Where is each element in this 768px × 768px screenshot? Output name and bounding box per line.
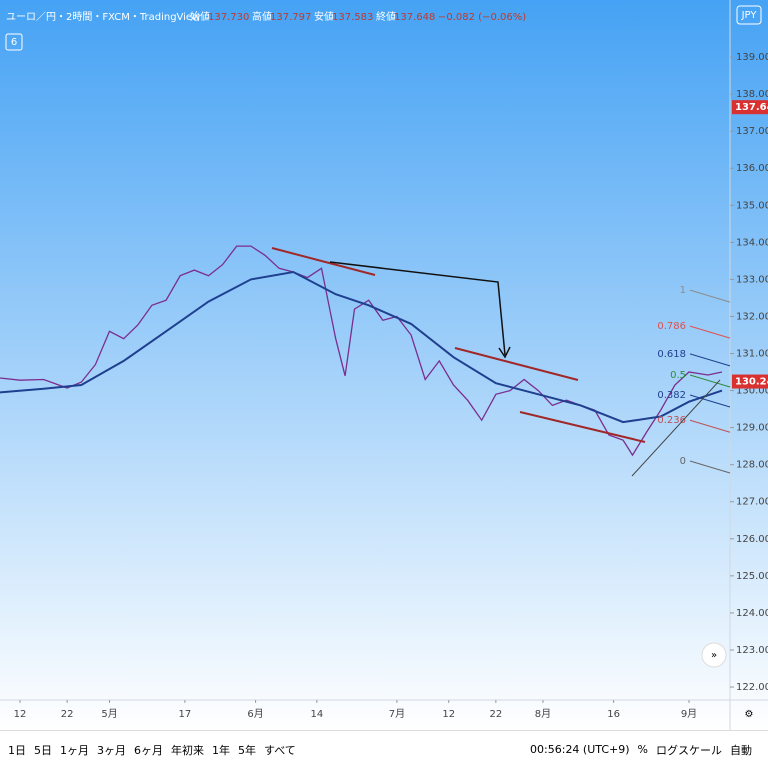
trend-line [519, 411, 646, 443]
y-tick-label: 122.000 [736, 682, 768, 693]
price-tag [732, 374, 768, 389]
y-tick-label: 130.000 [736, 386, 768, 397]
ohlc-label: 高値 [252, 10, 272, 23]
x-tick-label: 12 [442, 709, 455, 720]
fib-label: 0.382 [657, 390, 686, 401]
chart-background [0, 0, 768, 730]
ohlc-label: 安値 [314, 10, 334, 23]
x-tick-label: 16 [607, 709, 620, 720]
ohlc-value: 137.648 [394, 12, 435, 23]
arrow-head [498, 346, 511, 359]
range-button[interactable]: 3ヶ月 [97, 743, 126, 757]
ohlc-value: 137.797 [270, 12, 311, 23]
range-button[interactable]: 5年 [238, 743, 256, 757]
currency: JPY [741, 10, 758, 21]
y-tick-label: 139.000 [736, 52, 768, 63]
x-tick-label: 6月 [247, 708, 263, 720]
y-tick-label: 125.000 [736, 571, 768, 582]
fib-line [689, 394, 731, 408]
x-tick-label: 22 [489, 709, 502, 720]
x-tick-label: 7月 [389, 708, 405, 720]
y-tick-label: 136.000 [736, 163, 768, 174]
fib-line [689, 374, 731, 388]
ohlc-label: 始値 [190, 10, 210, 23]
fib-label: 0.236 [657, 415, 686, 426]
trend-line [631, 379, 721, 477]
range-button[interactable]: すべて [264, 743, 296, 757]
range-button[interactable]: 1ヶ月 [60, 743, 89, 757]
symbol: ユーロ／円・2時間・FXCM・TradingView [6, 11, 200, 23]
log-toggle[interactable]: ログスケール [656, 743, 722, 757]
ohlc-label: 終値 [376, 10, 396, 23]
x-tick-label: 9月 [681, 708, 697, 720]
y-tick-label: 137.000 [736, 126, 768, 137]
percent-toggle[interactable]: % [637, 743, 648, 756]
y-tick-label: 124.000 [736, 608, 768, 619]
plot: 122.000 123.000 124.000 125.000 126.000 127.0… [0, 52, 768, 720]
change: −0.082 (−0.06%) [438, 12, 526, 23]
range-button[interactable]: 年初来 [171, 743, 204, 757]
x-tick-label: 14 [310, 709, 323, 720]
y-tick-label: 127.000 [736, 497, 768, 508]
indicator-count: 6 [11, 37, 17, 48]
x-tick-label: 5月 [101, 708, 117, 720]
price-line [0, 270, 723, 424]
price-line [0, 245, 723, 457]
fib-label: 0.786 [657, 321, 686, 332]
scroll-button[interactable] [701, 642, 727, 668]
clock: 00:56:24 (UTC+9) [530, 743, 630, 756]
arrow-line [329, 261, 506, 356]
fib-label: 1 [680, 285, 686, 296]
trend-line [454, 347, 579, 381]
ohlc-value: 137.583 [332, 12, 373, 23]
price-tag-label: 137.648 [735, 102, 768, 113]
y-tick-label: 134.000 [736, 237, 768, 248]
y-tick-label: 135.000 [736, 200, 768, 211]
x-tick-label: 22 [61, 709, 74, 720]
fib-label: 0 [680, 456, 686, 467]
chart: 122.000 123.000 124.000 125.000 126.000 127.0… [0, 0, 768, 730]
x-tick-label: 17 [179, 709, 192, 720]
fib-label: 0.5 [670, 370, 686, 381]
trend-line [271, 247, 376, 276]
auto-toggle[interactable]: 自動 [730, 743, 752, 757]
currency-box[interactable] [736, 5, 762, 25]
price-tag [732, 100, 768, 115]
x-tick-label: 8月 [535, 708, 551, 720]
y-tick-label: 128.000 [736, 460, 768, 471]
price-tag-label: 130.244 [735, 377, 768, 388]
fib-line [689, 325, 731, 339]
fib-line [689, 460, 731, 474]
y-tick-label: 138.000 [736, 89, 768, 100]
x-tick-label: 12 [14, 709, 27, 720]
range-button[interactable]: 1日 [8, 743, 26, 757]
fib-label: 0.618 [657, 349, 686, 360]
y-tick-label: 133.000 [736, 274, 768, 285]
scroll-icon: » [711, 650, 717, 661]
range-button[interactable]: 6ヶ月 [134, 743, 163, 757]
settings-icon[interactable]: ⚙ [745, 709, 754, 720]
y-tick-label: 123.000 [736, 645, 768, 656]
y-tick-label: 129.000 [736, 423, 768, 434]
fib-line [689, 419, 731, 433]
range-button[interactable]: 5日 [34, 743, 52, 757]
indicator-toggle[interactable] [5, 33, 23, 51]
toolbar: 1日 5日 1ヶ月 3ヶ月 6ヶ月 年初来 1年 5年 すべて 00:56:24 (UTC+9)%… [0, 730, 768, 768]
fib-line [689, 353, 731, 367]
y-tick-label: 132.000 [736, 311, 768, 322]
y-tick-label: 126.000 [736, 534, 768, 545]
range-button[interactable]: 1年 [212, 743, 230, 757]
ohlc-value: 137.730 [208, 12, 249, 23]
y-tick-label: 131.000 [736, 349, 768, 360]
fib-line [689, 289, 731, 303]
